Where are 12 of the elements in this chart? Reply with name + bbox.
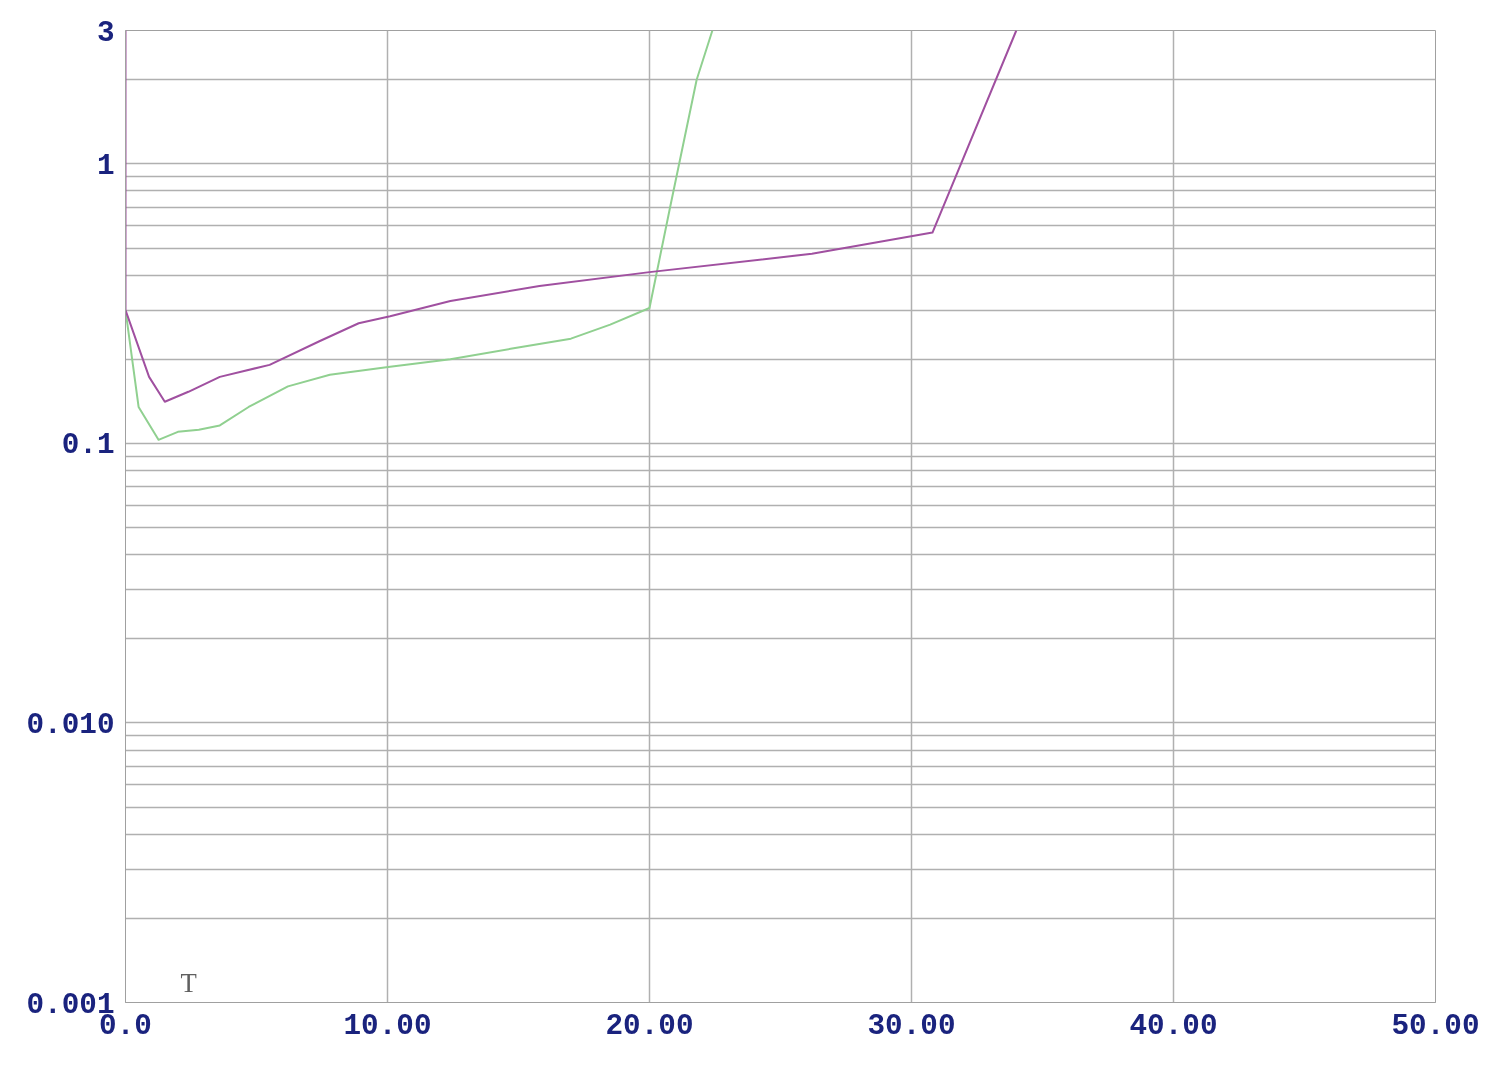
line-series (125, 30, 1018, 403)
y-tick-label: 0.010 (26, 708, 115, 742)
line-series (125, 30, 714, 441)
annotation: T (180, 967, 197, 998)
x-tick-label: 40.00 (1129, 1009, 1218, 1043)
y-tick-label: 1 (96, 149, 115, 183)
y-tick-label: 3 (96, 16, 115, 50)
x-tick-label: 50.00 (1391, 1009, 1480, 1043)
x-tick-label: 10.00 (343, 1009, 432, 1043)
x-tick-label: 30.00 (867, 1009, 956, 1043)
x-tick-label: 20.00 (605, 1009, 694, 1043)
y-tick-label: 0.1 (61, 429, 115, 463)
